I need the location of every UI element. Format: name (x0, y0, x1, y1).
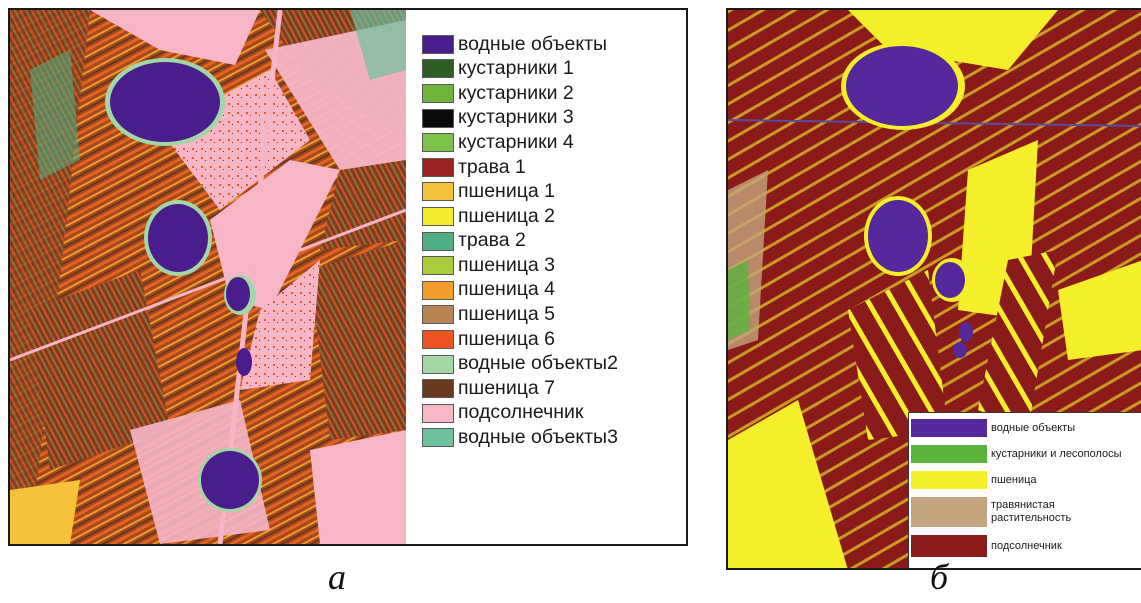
legend-a-swatch (422, 59, 454, 79)
legend-a-swatch (422, 157, 454, 177)
caption-b: б (930, 557, 949, 597)
map-a-image (10, 10, 406, 544)
legend-b-label: травянистая растительность (991, 499, 1072, 524)
caption-a: а (328, 557, 346, 597)
legend-a-swatch (422, 133, 454, 153)
legend-a-label: водные объекты2 (458, 352, 618, 375)
legend-a-swatch (422, 34, 454, 54)
legend-a-label: кустарники 1 (458, 57, 574, 80)
legend-a-label: пшеница 3 (458, 253, 555, 276)
legend-a-item: водные объекты3 (422, 426, 686, 451)
legend-a-label: пшеница 2 (458, 204, 555, 227)
legend-a-label: пшеница 7 (458, 376, 555, 399)
legend-a-swatch (422, 83, 454, 103)
legend-a-swatch (422, 354, 454, 374)
legend-a-item: пшеница 1 (422, 180, 686, 205)
legend-a-label: пшеница 4 (458, 278, 555, 301)
legend-a-item: пшеница 5 (422, 303, 686, 328)
legend-a-label: трава 1 (458, 155, 526, 178)
legend-a-item: пшеница 4 (422, 278, 686, 303)
legend-a-label: кустарники 2 (458, 81, 574, 104)
legend-a-label: пшеница 1 (458, 180, 555, 203)
legend-a-item: подсолнечник (422, 401, 686, 426)
legend-a-swatch (422, 182, 454, 202)
legend-b-swatch (911, 471, 987, 489)
legend-a-swatch (422, 206, 454, 226)
legend-b-swatch (911, 445, 987, 463)
legend-a-label: подсолнечник (458, 401, 584, 424)
legend-a-label: пшеница 5 (458, 303, 555, 326)
legend-a-swatch (422, 108, 454, 128)
legend-a-item: водные объекты (422, 32, 686, 57)
legend-a-label: водные объекты3 (458, 426, 618, 449)
legend-b-item: травянистая растительность (909, 495, 1141, 529)
legend-a-item: кустарники 2 (422, 81, 686, 106)
legend-a-label: пшеница 6 (458, 327, 555, 350)
legend-a-item: кустарники 3 (422, 106, 686, 131)
legend-b-item: водные объекты (909, 417, 1141, 439)
legend-a-item: трава 2 (422, 229, 686, 254)
legend-b-item: подсолнечник (909, 533, 1141, 559)
legend-a-label: трава 2 (458, 229, 526, 252)
legend-a-item: пшеница 7 (422, 376, 686, 401)
legend-a-item: пшеница 6 (422, 327, 686, 352)
legend-a-swatch (422, 428, 454, 448)
legend-a-swatch (422, 305, 454, 325)
legend-a-label: водные объекты (458, 32, 608, 55)
legend-b: водные объекты кустарники и лесополосы пше… (908, 412, 1141, 568)
legend-b-swatch (911, 419, 987, 437)
legend-a-swatch (422, 379, 454, 399)
legend-b-label: подсолнечник (991, 539, 1062, 552)
legend-a-item: трава 1 (422, 155, 686, 180)
legend-a-item: водные объекты2 (422, 352, 686, 377)
legend-b-label: кустарники и лесополосы (991, 447, 1122, 460)
classification-map-a: водные объекты кустарники 1 кустарники 2 ку… (8, 8, 688, 546)
classification-map-b: водные объекты кустарники и лесополосы пше… (726, 8, 1141, 570)
legend-a-item: кустарники 4 (422, 130, 686, 155)
legend-a-swatch (422, 280, 454, 300)
legend-a-label: кустарники 3 (458, 106, 574, 129)
legend-b-swatch (911, 535, 987, 557)
legend-a: водные объекты кустарники 1 кустарники 2 ку… (422, 32, 686, 450)
legend-a-item: кустарники 1 (422, 57, 686, 82)
legend-a-swatch (422, 329, 454, 349)
legend-a-swatch (422, 403, 454, 423)
legend-b-item: кустарники и лесополосы (909, 443, 1141, 465)
legend-a-item: пшеница 3 (422, 253, 686, 278)
legend-a-swatch (422, 256, 454, 276)
legend-b-swatch (911, 497, 987, 527)
legend-b-item: пшеница (909, 469, 1141, 491)
legend-a-swatch (422, 231, 454, 251)
legend-a-label: кустарники 4 (458, 130, 574, 153)
legend-a-item: пшеница 2 (422, 204, 686, 229)
legend-b-label: пшеница (991, 473, 1037, 486)
legend-b-label: водные объекты (991, 421, 1076, 434)
